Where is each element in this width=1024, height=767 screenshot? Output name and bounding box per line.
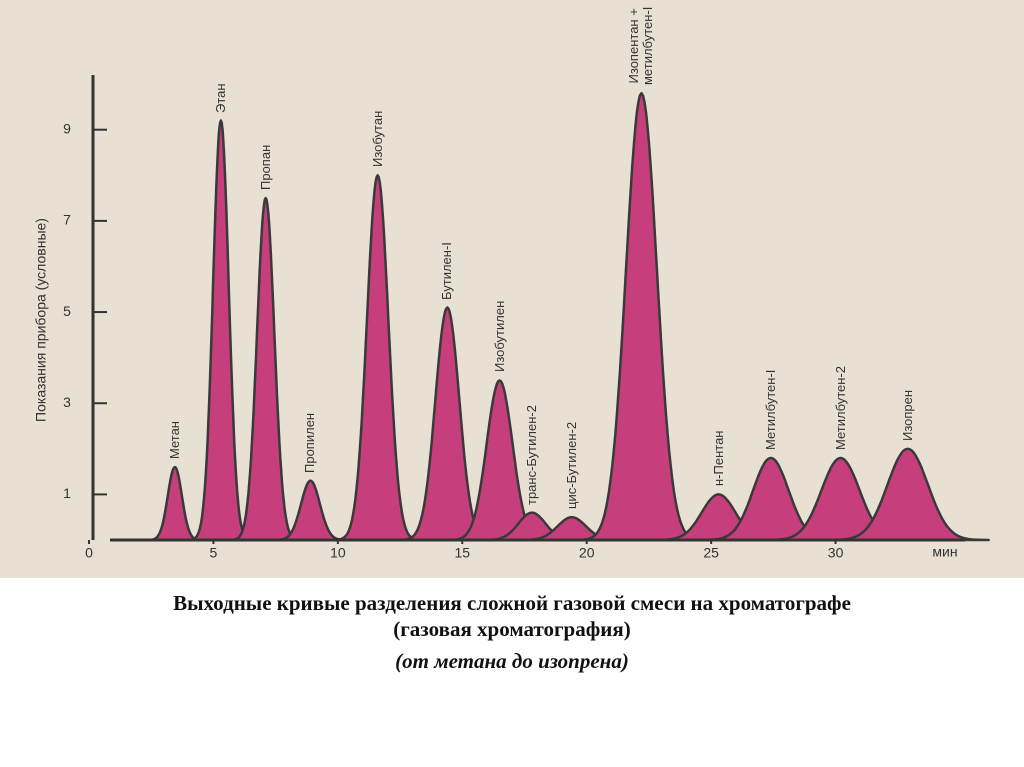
y-tick-label: 3 [63,394,71,410]
peak-label: Пропилен [302,412,318,473]
peak-label: н-Пентан [710,430,726,487]
x-tick-label: 15 [454,545,470,561]
peak [578,91,705,542]
caption-subtitle: (газовая хроматография) [393,617,631,641]
x-tick-label: 5 [210,545,218,561]
peak-label: Изопрен [899,389,915,441]
y-tick-label: 9 [63,120,71,136]
peak-label: Метилбутен-I [762,369,778,450]
x-axis-unit: мин [932,544,957,560]
y-tick-label: 7 [63,212,71,228]
peak-label: Метан [166,421,182,460]
caption-note: (от метана до изопрена) [395,649,629,673]
peak-label: Метилбутен-2 [832,365,848,450]
x-tick-label: 0 [85,545,93,561]
chart: Показания прибора (условные) мин 1 3 5 7 9 0 5… [0,0,1024,578]
peak-label: Изопентан + метилбутен-I [626,6,656,86]
peak-label: цис-Бутилен-2 [563,422,579,510]
peak-label: транс-Бутилен-2 [523,404,539,505]
peak-label: Изобутан [369,111,385,168]
x-tick-label: 25 [703,545,719,561]
y-tick-label: 1 [63,485,71,501]
peak-label: Этан [212,83,228,113]
y-tick-label: 5 [63,303,71,319]
peak-label: Пропан [257,144,273,191]
peak-label: Бутилен-I [439,241,455,300]
caption-title: Выходные кривые разделения сложной газов… [173,591,851,615]
x-tick-label: 20 [579,545,595,561]
peak [229,196,302,542]
x-tick-label: 10 [330,545,346,561]
peak [333,174,422,542]
y-axis-label: Показания прибора (условные) [33,218,49,422]
x-tick-label: 30 [828,545,844,561]
peak [825,447,990,542]
caption: Выходные кривые разделения сложной газов… [0,590,1024,674]
peak-label: Изобутилен [491,301,507,373]
